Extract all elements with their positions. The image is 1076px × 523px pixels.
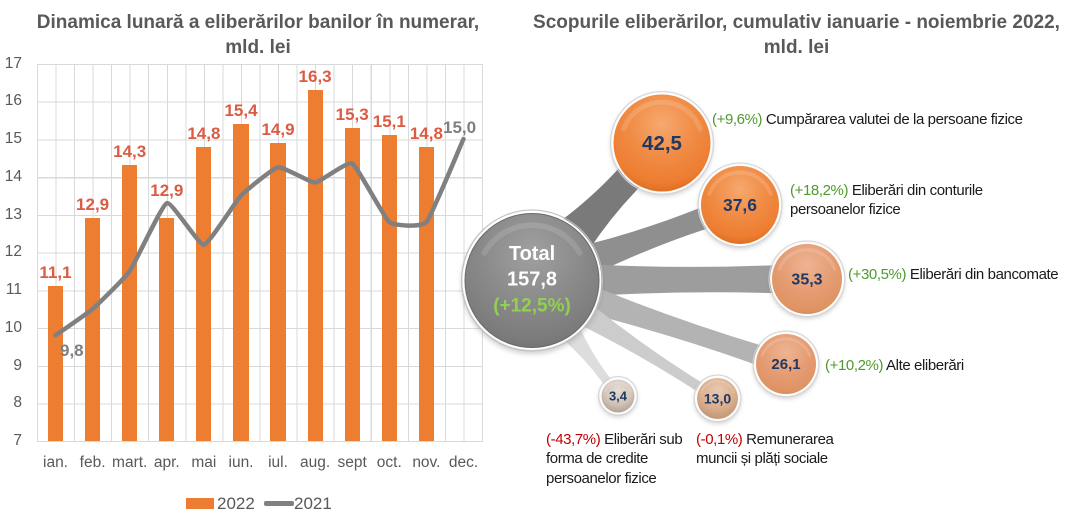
svg-text:13,0: 13,0 bbox=[704, 390, 731, 406]
svg-text:(+12,5%): (+12,5%) bbox=[493, 296, 571, 317]
svg-text:3,4: 3,4 bbox=[609, 389, 628, 404]
svg-text:157,8: 157,8 bbox=[507, 269, 557, 291]
svg-text:Total: Total bbox=[509, 243, 555, 265]
svg-text:37,6: 37,6 bbox=[723, 195, 757, 215]
svg-text:35,3: 35,3 bbox=[791, 272, 822, 289]
svg-text:42,5: 42,5 bbox=[642, 132, 682, 155]
svg-text:26,1: 26,1 bbox=[771, 356, 800, 373]
